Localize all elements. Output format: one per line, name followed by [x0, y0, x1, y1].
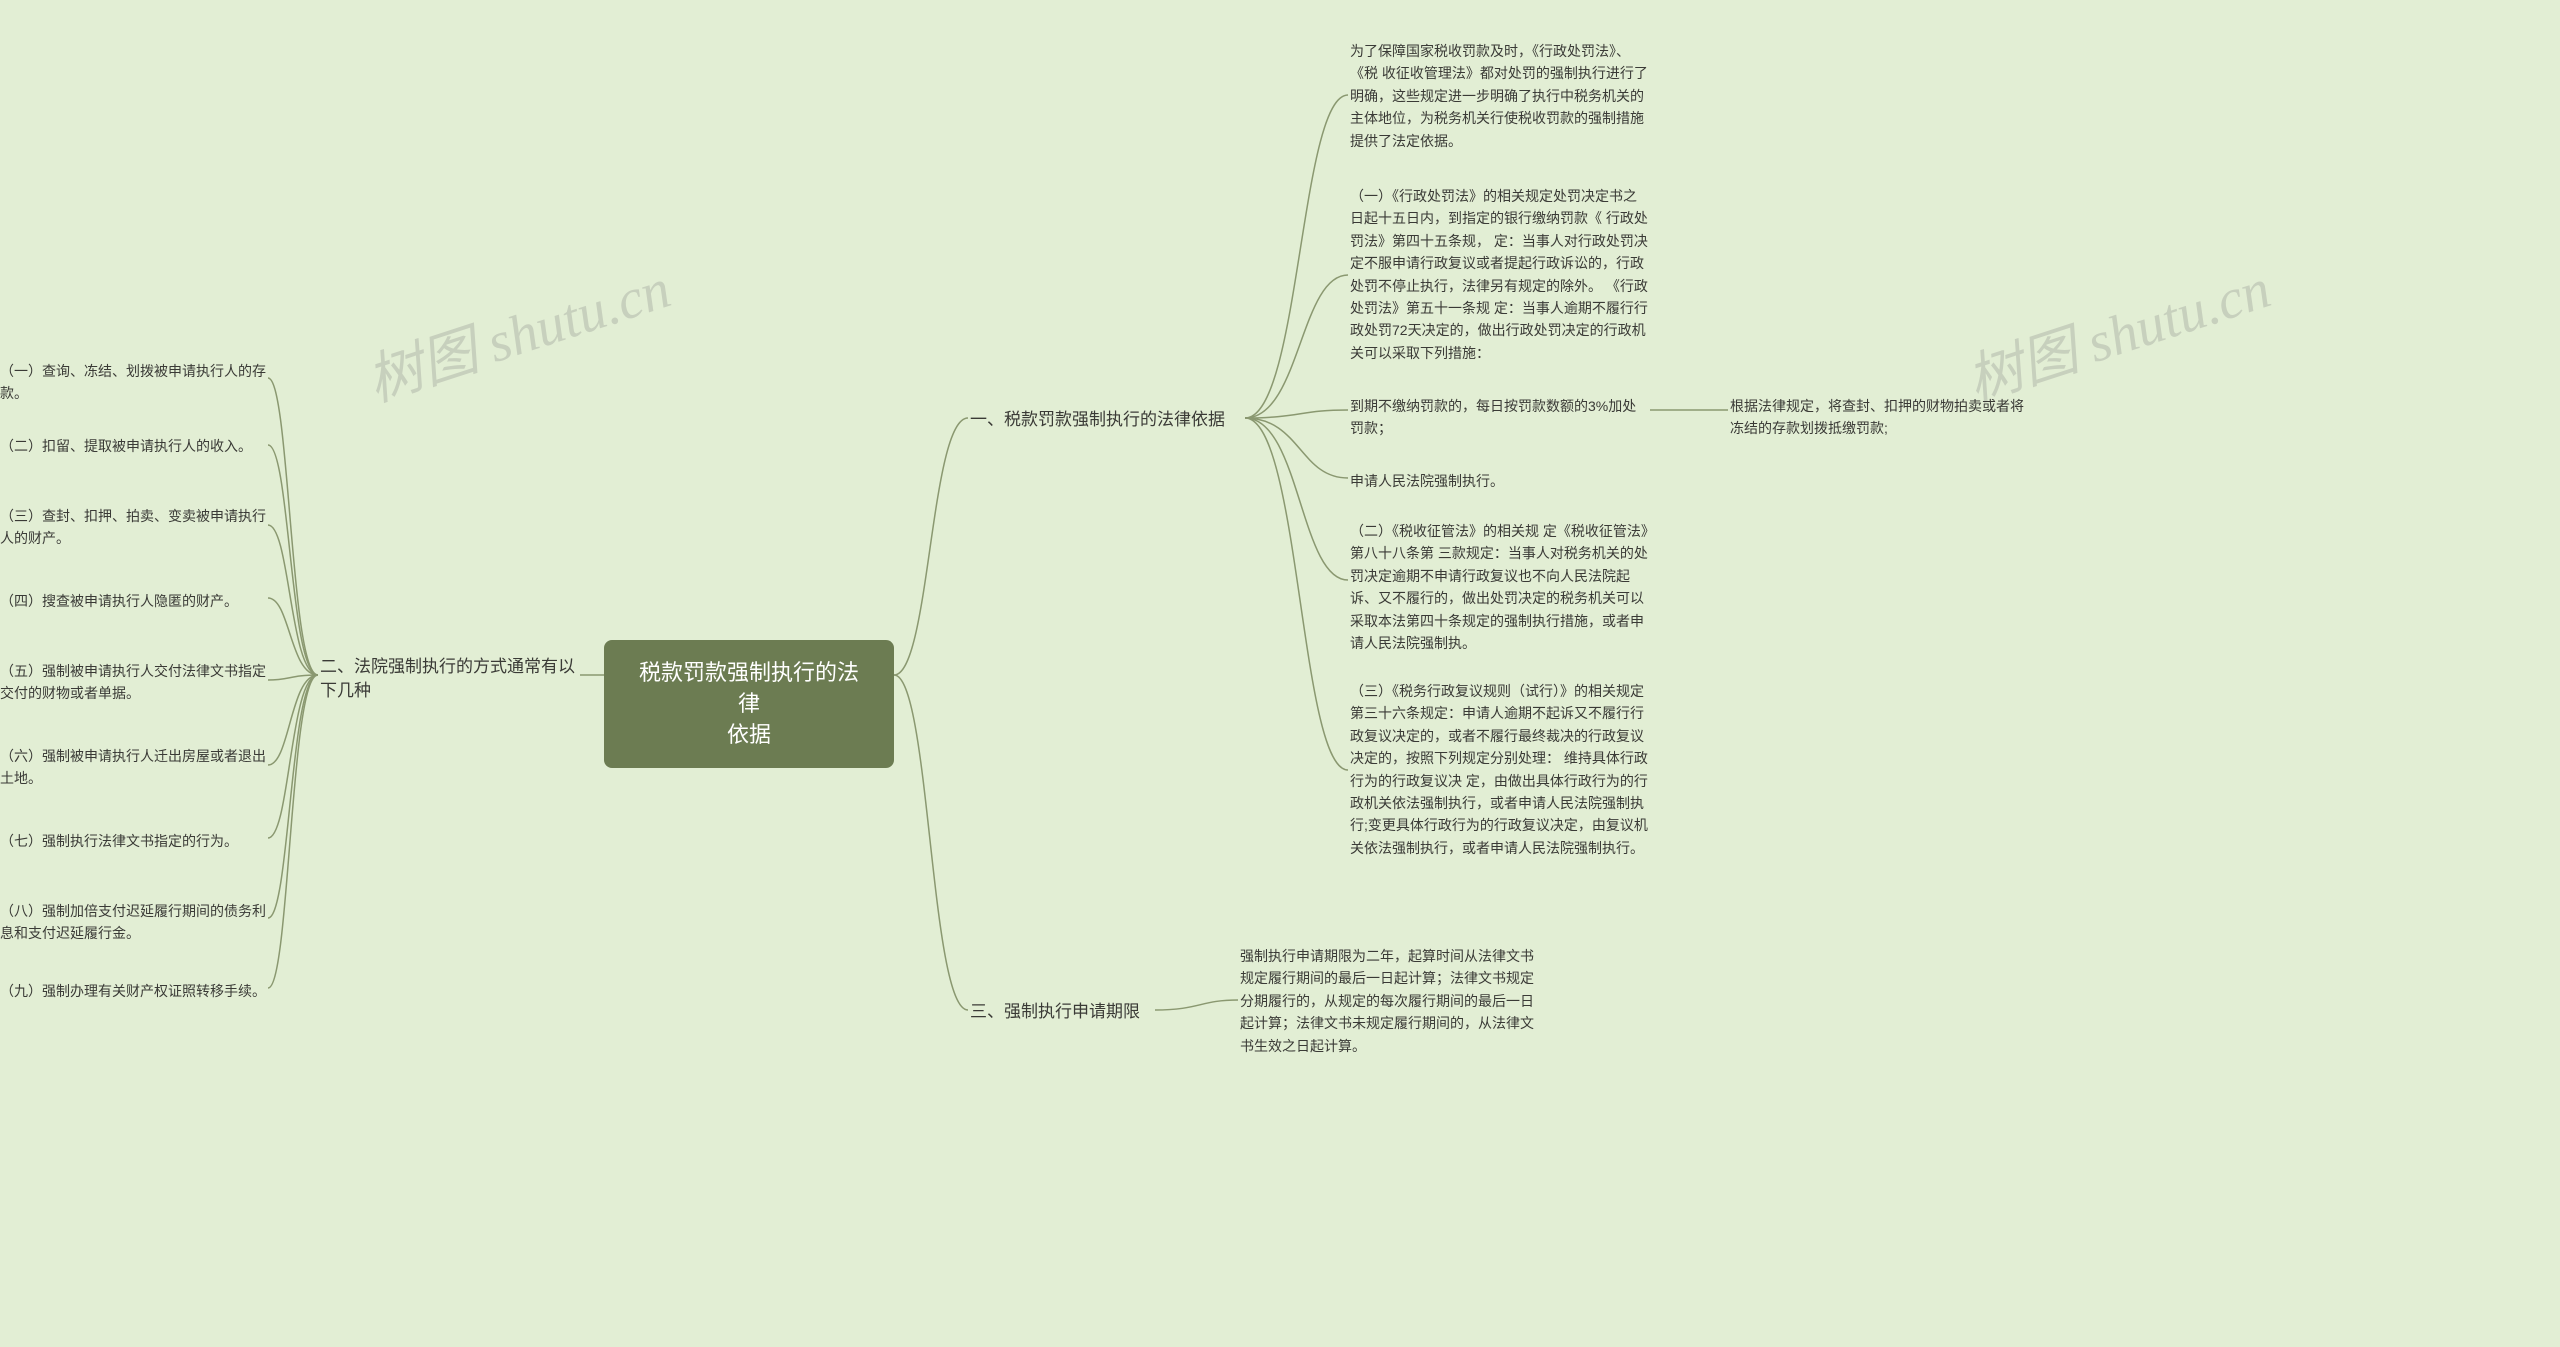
watermark: 树图 shutu.cn: [355, 243, 679, 417]
branch-court-methods: 二、法院强制执行的方式通常有以下几种: [320, 655, 590, 703]
leaf-b3-4: （四）搜查被申请执行人隐匿的财产。: [0, 590, 270, 612]
leaf-b1-2-sub2: 申请人民法院强制执行。: [1350, 470, 1504, 492]
leaf-b3-8: （八）强制加倍支付迟延履行期间的债务利息和支付迟延履行金。: [0, 900, 270, 945]
leaf-b1-1: 为了保障国家税收罚款及时，《行政处罚法》、《税 收征收管理法》都对处罚的强制执行…: [1350, 40, 1650, 152]
leaf-b3-7: （七）强制执行法律文书指定的行为。: [0, 830, 270, 852]
branch-label: 一、税款罚款强制执行的法律依据: [970, 410, 1225, 429]
leaf-b1-4: （三）《税务行政复议规则（试行）》的相关规定 第三十六条规定：申请人逾期不起诉又…: [1350, 680, 1650, 859]
leaf-b3-2: （二）扣留、提取被申请执行人的收入。: [0, 435, 270, 457]
branch-legal-basis: 一、税款罚款强制执行的法律依据: [970, 408, 1225, 432]
leaf-b1-2-sub1: 到期不缴纳罚款的，每日按罚款数额的3%加处罚款；: [1350, 395, 1650, 440]
center-node: 税款罚款强制执行的法律依据: [604, 640, 894, 768]
branch-label: 二、法院强制执行的方式通常有以下几种: [320, 657, 575, 700]
branch-label: 三、强制执行申请期限: [970, 1002, 1140, 1021]
leaf-b3-5: （五）强制被申请执行人交付法律文书指定交付的财物或者单据。: [0, 660, 270, 705]
leaf-b3-1: （一）查询、冻结、划拨被申请执行人的存款。: [0, 360, 270, 405]
leaf-b1-2-sub1a: 根据法律规定，将查封、扣押的财物拍卖或者将冻结的存款划拨抵缴罚款;: [1730, 395, 2030, 440]
branch-application-period: 三、强制执行申请期限: [970, 1000, 1140, 1024]
leaf-b3-6: （六）强制被申请执行人迁出房屋或者退出土地。: [0, 745, 270, 790]
watermark: 树图 shutu.cn: [1955, 243, 2279, 417]
leaf-b3-3: （三）查封、扣押、拍卖、变卖被申请执行人的财产。: [0, 505, 270, 550]
center-title: 税款罚款强制执行的法律依据: [639, 660, 859, 747]
leaf-b1-2: （一）《行政处罚法》的相关规定处罚决定书之日起十五日内，到指定的银行缴纳罚款《 …: [1350, 185, 1650, 364]
leaf-b1-3: （二）《税收征管法》的相关规 定《税收征管法》第八十八条第 三款规定：当事人对税…: [1350, 520, 1650, 654]
leaf-b2-1: 强制执行申请期限为二年，起算时间从法律文书规定履行期间的最后一日起计算；法律文书…: [1240, 945, 1540, 1057]
leaf-b3-9: （九）强制办理有关财产权证照转移手续。: [0, 980, 270, 1002]
